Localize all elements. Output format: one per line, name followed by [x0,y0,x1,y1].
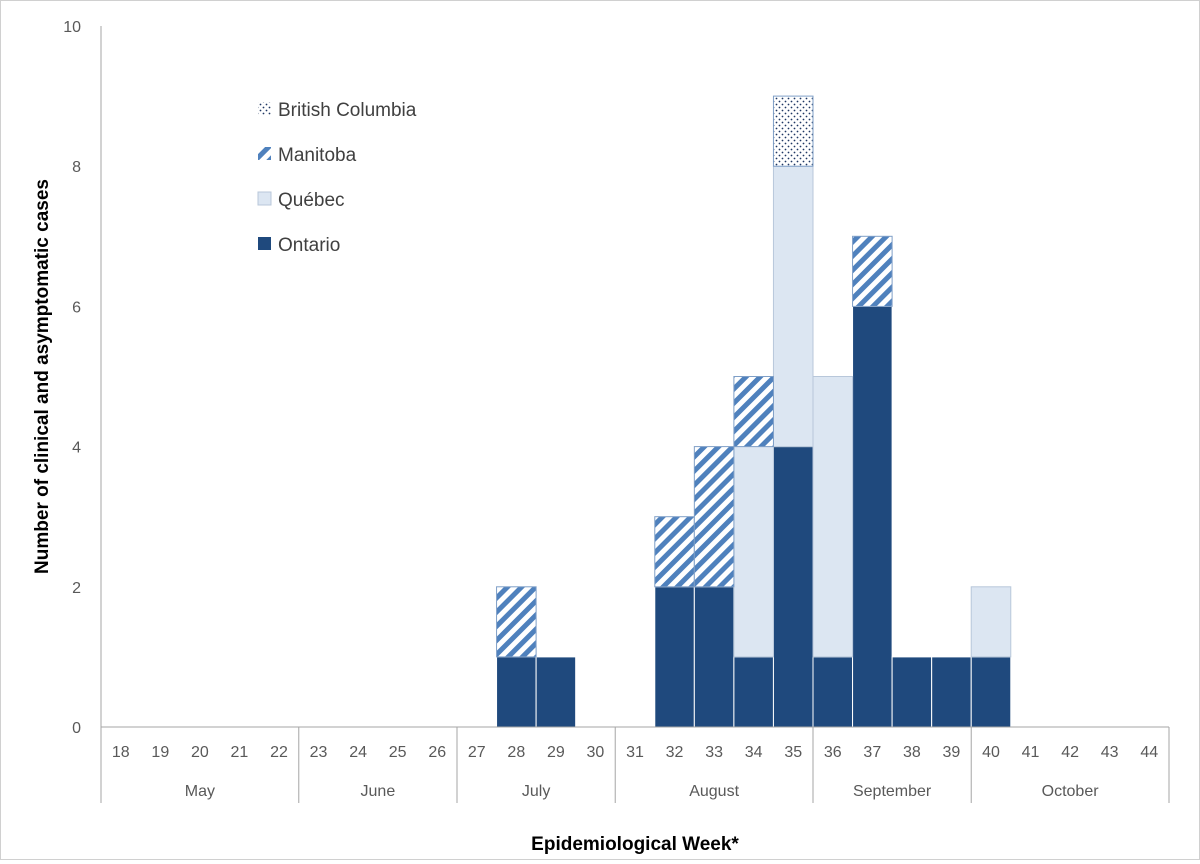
month-label-august: August [689,783,739,800]
x-tick-label-24: 24 [349,744,367,761]
x-tick-label-29: 29 [547,744,565,761]
bar-ontario-week-34 [733,656,774,728]
x-tick-label-35: 35 [784,744,802,761]
x-tick-label-30: 30 [587,744,605,761]
x-tick-labels: 18 19 20 21 22 23 24 25 26 27 28 29 30 31 32 33 34 35 36 37… [112,744,1158,761]
x-tick-label-40: 40 [982,744,1000,761]
x-tick-label-28: 28 [507,744,525,761]
x-tick-label-39: 39 [943,744,961,761]
x-tick-label-18: 18 [112,744,130,761]
y-tick-label-0: 0 [72,720,81,737]
legend-swatch-quebec [257,191,272,206]
bar-ontario-week-32 [654,586,695,728]
bar-quebec-week-34 [733,446,774,658]
month-label-september: September [853,783,932,800]
x-tick-label-26: 26 [428,744,446,761]
month-label-may: May [185,783,215,800]
x-tick-label-21: 21 [231,744,249,761]
bar-manitoba-week-34 [733,376,774,448]
x-tick-label-25: 25 [389,744,407,761]
bar-manitoba-week-32 [654,516,695,588]
x-tick-label-42: 42 [1061,744,1079,761]
legend-swatch-british-columbia [258,102,271,115]
bar-ontario-week-38 [891,656,933,728]
legend-label-quebec: Québec [278,190,345,211]
y-tick-label-10: 10 [63,19,81,36]
y-tick-labels: 0 2 4 6 8 10 [63,19,81,737]
bar-ontario-week-37 [852,305,893,728]
y-tick-label-4: 4 [72,440,81,457]
month-labels: May June July August September October [185,783,1099,800]
bar-ontario-week-36 [812,656,854,728]
x-tick-label-36: 36 [824,744,842,761]
x-tick-label-20: 20 [191,744,209,761]
y-tick-label-8: 8 [72,159,81,176]
bar-manitoba-week-37 [852,235,893,307]
x-tick-label-43: 43 [1101,744,1119,761]
legend-label-manitoba: Manitoba [278,145,357,166]
bar-ontario-week-39 [931,656,972,728]
legend-label-ontario: Ontario [278,235,340,256]
x-axis-title: Epidemiological Week* [531,834,739,855]
y-axis-title: Number of clinical and asymptomatic case… [32,179,53,574]
x-tick-label-37: 37 [863,744,881,761]
bar-ontario-week-35 [772,446,814,728]
x-tick-label-38: 38 [903,744,921,761]
bar-quebec-week-36 [812,376,854,658]
x-tick-label-19: 19 [151,744,169,761]
bar-british-columbia-week-35 [772,95,814,167]
x-tick-label-34: 34 [745,744,763,761]
bar-manitoba-week-28 [496,586,537,658]
bar-manitoba-week-33 [693,446,735,588]
x-tick-label-32: 32 [666,744,684,761]
bar-ontario-week-40 [970,656,1012,728]
legend-swatch-ontario [258,237,271,250]
month-label-june: June [361,783,396,800]
bar-ontario-week-33 [693,586,735,728]
x-tick-label-33: 33 [705,744,723,761]
x-tick-label-41: 41 [1022,744,1040,761]
bars-layer [496,95,1012,728]
x-tick-label-44: 44 [1140,744,1158,761]
y-tick-label-2: 2 [72,580,81,597]
legend-label-british-columbia: British Columbia [278,100,417,121]
x-tick-label-23: 23 [310,744,328,761]
axes-layer [100,26,1170,803]
x-tick-label-27: 27 [468,744,486,761]
month-label-october: October [1042,783,1100,800]
bar-quebec-week-35 [772,165,814,448]
legend-swatch-manitoba [258,147,271,160]
y-tick-label-6: 6 [72,299,81,316]
month-label-july: July [522,783,550,800]
bar-ontario-week-29 [535,656,577,728]
x-tick-label-22: 22 [270,744,288,761]
bar-ontario-week-28 [496,656,537,728]
bar-quebec-week-40 [970,586,1012,658]
legend: British Columbia Manitoba Québec Ontario [257,100,417,256]
x-tick-label-31: 31 [626,744,644,761]
